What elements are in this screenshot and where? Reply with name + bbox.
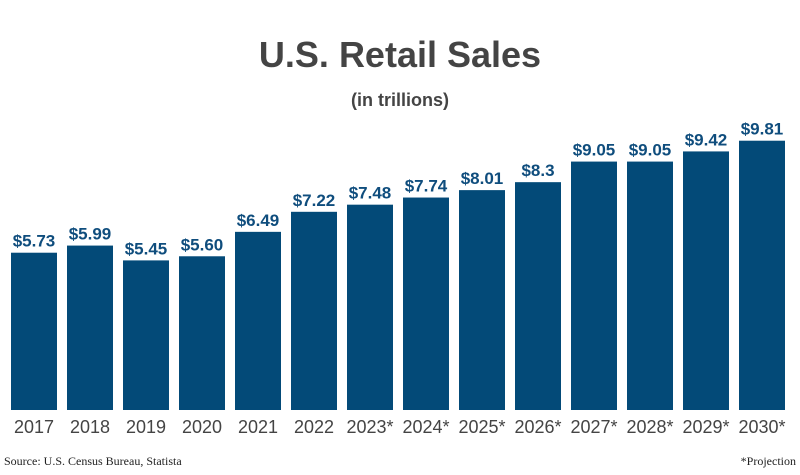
value-label: $7.22 [293, 191, 336, 210]
value-label: $9.42 [685, 130, 728, 149]
x-tick-label: 2017 [14, 417, 54, 437]
value-label: $9.05 [573, 141, 616, 160]
value-label: $5.60 [181, 235, 224, 254]
bar-2017 [11, 252, 57, 410]
bar-2023 [347, 204, 393, 410]
x-tick-label: 2025* [458, 417, 505, 437]
x-tick-label: 2030* [738, 417, 785, 437]
chart-title: U.S. Retail Sales [259, 34, 541, 75]
projection-footnote: *Projection [741, 454, 796, 468]
bars-group: $5.73 2017 $5.99 2018 $5.45 2019 $5.60 2020 $6.4… [11, 120, 786, 437]
x-tick-label: 2020 [182, 417, 222, 437]
chart-subtitle: (in trillions) [351, 90, 449, 110]
x-tick-label: 2029* [682, 417, 729, 437]
x-tick-label: 2028* [626, 417, 673, 437]
bar-2019 [123, 260, 169, 410]
value-label: $9.81 [741, 120, 784, 139]
x-tick-label: 2023* [346, 417, 393, 437]
bar-2018 [67, 245, 113, 410]
x-tick-label: 2026* [514, 417, 561, 437]
bar-2024 [403, 197, 449, 410]
value-label: $8.01 [461, 169, 504, 188]
x-tick-label: 2018 [70, 417, 110, 437]
bar-2026 [515, 182, 561, 410]
source-note: Source: U.S. Census Bureau, Statista [4, 454, 182, 468]
bar-2022 [291, 211, 337, 410]
value-label: $9.05 [629, 141, 672, 160]
value-label: $6.49 [237, 211, 280, 230]
x-tick-label: 2021 [238, 417, 278, 437]
bar-2030 [739, 140, 785, 410]
value-label: $8.3 [521, 161, 554, 180]
value-label: $7.74 [405, 177, 448, 196]
x-tick-label: 2024* [402, 417, 449, 437]
x-tick-label: 2027* [570, 417, 617, 437]
x-tick-label: 2019 [126, 417, 166, 437]
bar-2028 [627, 161, 673, 410]
x-tick-label: 2022 [294, 417, 334, 437]
value-label: $5.73 [13, 232, 56, 251]
bar-2025 [459, 190, 505, 410]
bar-2020 [179, 256, 225, 410]
bar-2029 [683, 151, 729, 410]
bar-2027 [571, 161, 617, 410]
bar-2021 [235, 231, 281, 410]
value-label: $5.99 [69, 225, 112, 244]
value-label: $7.48 [349, 184, 392, 203]
value-label: $5.45 [125, 239, 168, 258]
